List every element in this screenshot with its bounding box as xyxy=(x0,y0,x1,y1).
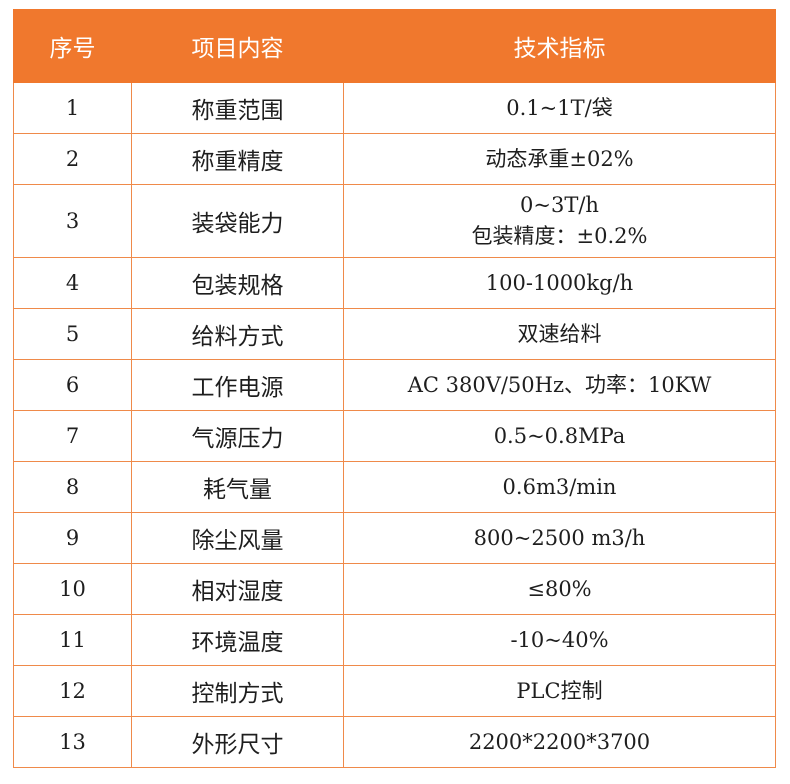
item-name: 耗气量 xyxy=(131,461,344,513)
row-number: 6 xyxy=(13,359,132,411)
spec-line: -10~40% xyxy=(510,627,609,652)
spec-line: 动态承重±02% xyxy=(485,146,634,171)
header-no: 序号 xyxy=(13,9,132,83)
table-row: 5 给料方式 双速给料 xyxy=(13,308,776,360)
table-row: 12 控制方式 PLC控制 xyxy=(13,665,776,717)
spec-value: 0.6m3/min xyxy=(343,461,776,513)
spec-value: 100-1000kg/h xyxy=(343,257,776,309)
item-name: 称重精度 xyxy=(131,133,344,185)
spec-line: 800~2500 m3/h xyxy=(473,525,646,550)
item-name: 控制方式 xyxy=(131,665,344,717)
table-row: 3 装袋能力 0~3T/h 包装精度：±0.2% xyxy=(13,184,776,258)
row-number: 7 xyxy=(13,410,132,462)
row-number: 8 xyxy=(13,461,132,513)
table-row: 11 环境温度 -10~40% xyxy=(13,614,776,666)
row-number: 9 xyxy=(13,512,132,564)
spec-value: 800~2500 m3/h xyxy=(343,512,776,564)
item-name: 除尘风量 xyxy=(131,512,344,564)
row-number: 5 xyxy=(13,308,132,360)
row-number: 13 xyxy=(13,716,132,768)
row-number: 1 xyxy=(13,82,132,134)
item-name: 相对湿度 xyxy=(131,563,344,615)
spec-line: 0~3T/h xyxy=(520,193,599,217)
item-name: 工作电源 xyxy=(131,359,344,411)
spec-line: 双速给料 xyxy=(517,321,602,346)
spec-line: 0.5~0.8MPa xyxy=(493,423,626,448)
spec-line: 2200*2200*3700 xyxy=(468,729,651,754)
item-name: 气源压力 xyxy=(131,410,344,462)
spec-line: PLC控制 xyxy=(516,678,603,703)
spec-value: -10~40% xyxy=(343,614,776,666)
item-name: 称重范围 xyxy=(131,82,344,134)
spec-value: PLC控制 xyxy=(343,665,776,717)
spec-value: 0.5~0.8MPa xyxy=(343,410,776,462)
spec-line: 0.6m3/min xyxy=(502,474,617,499)
table-row: 2 称重精度 动态承重±02% xyxy=(13,133,776,185)
table-row: 8 耗气量 0.6m3/min xyxy=(13,461,776,513)
table-row: 7 气源压力 0.5~0.8MPa xyxy=(13,410,776,462)
item-name: 环境温度 xyxy=(131,614,344,666)
row-number: 3 xyxy=(13,184,132,258)
table-row: 10 相对湿度 ≤80% xyxy=(13,563,776,615)
header-row: 序号 项目内容 技术指标 xyxy=(13,9,776,83)
spec-line: ≤80% xyxy=(527,576,592,601)
spec-value: 0.1~1T/袋 xyxy=(343,82,776,134)
table-row: 4 包装规格 100-1000kg/h xyxy=(13,257,776,309)
table-row: 1 称重范围 0.1~1T/袋 xyxy=(13,82,776,134)
spec-line: 0.1~1T/袋 xyxy=(506,95,613,120)
row-number: 10 xyxy=(13,563,132,615)
row-number: 11 xyxy=(13,614,132,666)
table-row: 9 除尘风量 800~2500 m3/h xyxy=(13,512,776,564)
table-row: 13 外形尺寸 2200*2200*3700 xyxy=(13,716,776,768)
spec-value: AC 380V/50Hz、功率：10KW xyxy=(343,359,776,411)
spec-value: 动态承重±02% xyxy=(343,133,776,185)
spec-table: 序号 项目内容 技术指标 1 称重范围 0.1~1T/袋 2 称重精度 动态承重… xyxy=(13,9,776,768)
spec-value: 0~3T/h 包装精度：±0.2% xyxy=(343,184,776,258)
header-spec: 技术指标 xyxy=(343,9,776,83)
header-item: 项目内容 xyxy=(131,9,344,83)
item-name: 外形尺寸 xyxy=(131,716,344,768)
spec-line: AC 380V/50Hz、功率：10KW xyxy=(407,372,712,397)
spec-line: 包装精度：±0.2% xyxy=(471,224,648,248)
item-name: 给料方式 xyxy=(131,308,344,360)
item-name: 包装规格 xyxy=(131,257,344,309)
item-name: 装袋能力 xyxy=(131,184,344,258)
spec-value: 2200*2200*3700 xyxy=(343,716,776,768)
row-number: 4 xyxy=(13,257,132,309)
spec-value: 双速给料 xyxy=(343,308,776,360)
row-number: 12 xyxy=(13,665,132,717)
table-row: 6 工作电源 AC 380V/50Hz、功率：10KW xyxy=(13,359,776,411)
spec-line: 100-1000kg/h xyxy=(485,270,634,295)
spec-value: ≤80% xyxy=(343,563,776,615)
row-number: 2 xyxy=(13,133,132,185)
